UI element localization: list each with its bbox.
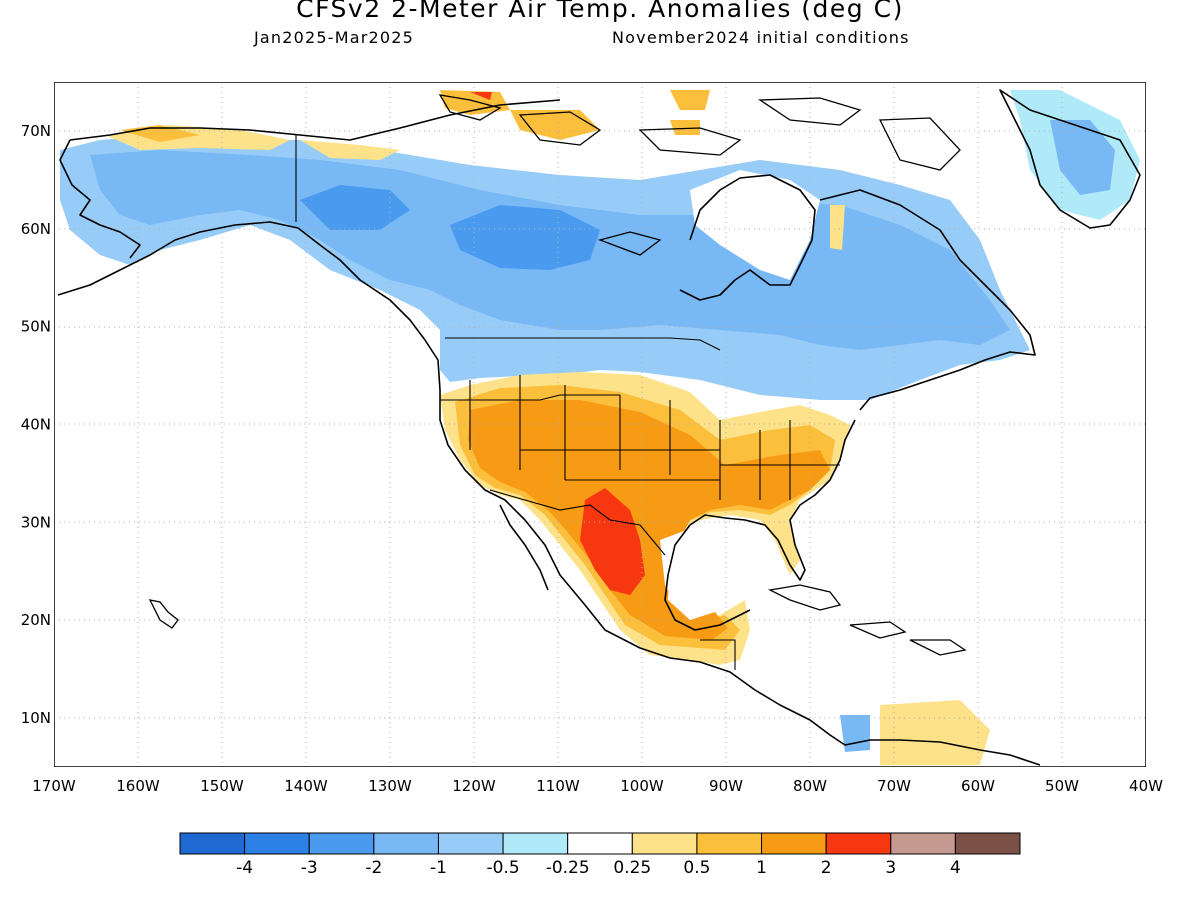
forecast-period: Jan2025-Mar2025	[254, 28, 415, 47]
colorbar-swatch	[437, 832, 504, 855]
colorbar-swatch	[761, 832, 827, 855]
islands	[148, 94, 967, 656]
colorbar-label: 0.5	[683, 858, 710, 878]
map-title: CFSv2 2-Meter Air Temp. Anomalies (deg C…	[296, 0, 904, 23]
lon-tick-label: 110W	[536, 777, 580, 795]
colorbar-label: 4	[950, 858, 961, 878]
lon-tick-label: 70W	[877, 777, 911, 795]
lon-tick-label: 170W	[32, 777, 76, 795]
lon-tick-label: 130W	[368, 777, 412, 795]
lon-tick-label: 50W	[1045, 777, 1079, 795]
latitude-axis: 70N 60N 50N 40N 30N 20N 10N	[21, 122, 51, 727]
map-plot	[54, 82, 1146, 767]
colorbar-swatch	[890, 832, 956, 855]
colorbar-label: -1	[430, 858, 447, 878]
lat-tick-label: 40N	[21, 416, 51, 434]
colorbar-swatch	[696, 832, 763, 855]
state-borders	[295, 135, 840, 670]
colorbar-swatch	[308, 832, 375, 855]
lon-tick-label: 150W	[200, 777, 244, 795]
colorbar-label: 3	[885, 858, 896, 878]
colorbar-label: -3	[301, 858, 318, 878]
colorbar-label: 1	[756, 858, 767, 878]
colorbar-swatch	[373, 832, 439, 855]
colorbar-label: -2	[365, 858, 382, 878]
colorbar-swatch	[631, 832, 698, 855]
coastlines	[57, 89, 1141, 766]
colorbar-label: -0.5	[486, 858, 519, 878]
colorbar	[179, 832, 1021, 855]
lon-tick-label: 40W	[1129, 777, 1163, 795]
colorbar-label: -4	[236, 858, 253, 878]
colorbar-swatch	[954, 832, 1021, 855]
colorbar-swatch	[825, 832, 892, 855]
map-gridlines	[54, 82, 1146, 767]
lon-tick-label: 60W	[961, 777, 995, 795]
hudson-bay	[690, 170, 820, 280]
lon-tick-label: 120W	[452, 777, 496, 795]
gulf-of-mexico	[660, 525, 780, 615]
lat-tick-label: 10N	[21, 709, 51, 727]
colorbar-label: -0.25	[546, 858, 590, 878]
colorbar-swatch	[502, 832, 569, 855]
longitude-axis: 170W 160W 150W 140W 130W 120W 110W 100W 90W 80W 70…	[32, 777, 1163, 795]
lon-tick-label: 90W	[709, 777, 743, 795]
lon-tick-label: 140W	[284, 777, 328, 795]
colorbar-label: 0.25	[613, 858, 651, 878]
lat-tick-label: 30N	[21, 513, 51, 531]
colorbar-labels: -4 -3 -2 -1 -0.5 -0.25 0.25 0.5 1 2 3 4	[236, 858, 961, 878]
lon-tick-label: 100W	[620, 777, 664, 795]
colorbar-swatch	[244, 832, 310, 855]
lat-tick-label: 20N	[21, 611, 51, 629]
lat-tick-label: 50N	[21, 318, 51, 336]
lon-tick-label: 80W	[793, 777, 827, 795]
lat-tick-label: 70N	[21, 122, 51, 140]
colorbar-swatch	[567, 832, 633, 855]
lon-tick-label: 160W	[116, 777, 160, 795]
lat-tick-label: 60N	[21, 220, 51, 238]
colorbar-swatch	[179, 832, 246, 855]
warm-anomaly-region	[440, 372, 850, 665]
colorbar-label: 2	[821, 858, 832, 878]
initial-conditions-label: November2024 initial conditions	[612, 28, 910, 47]
